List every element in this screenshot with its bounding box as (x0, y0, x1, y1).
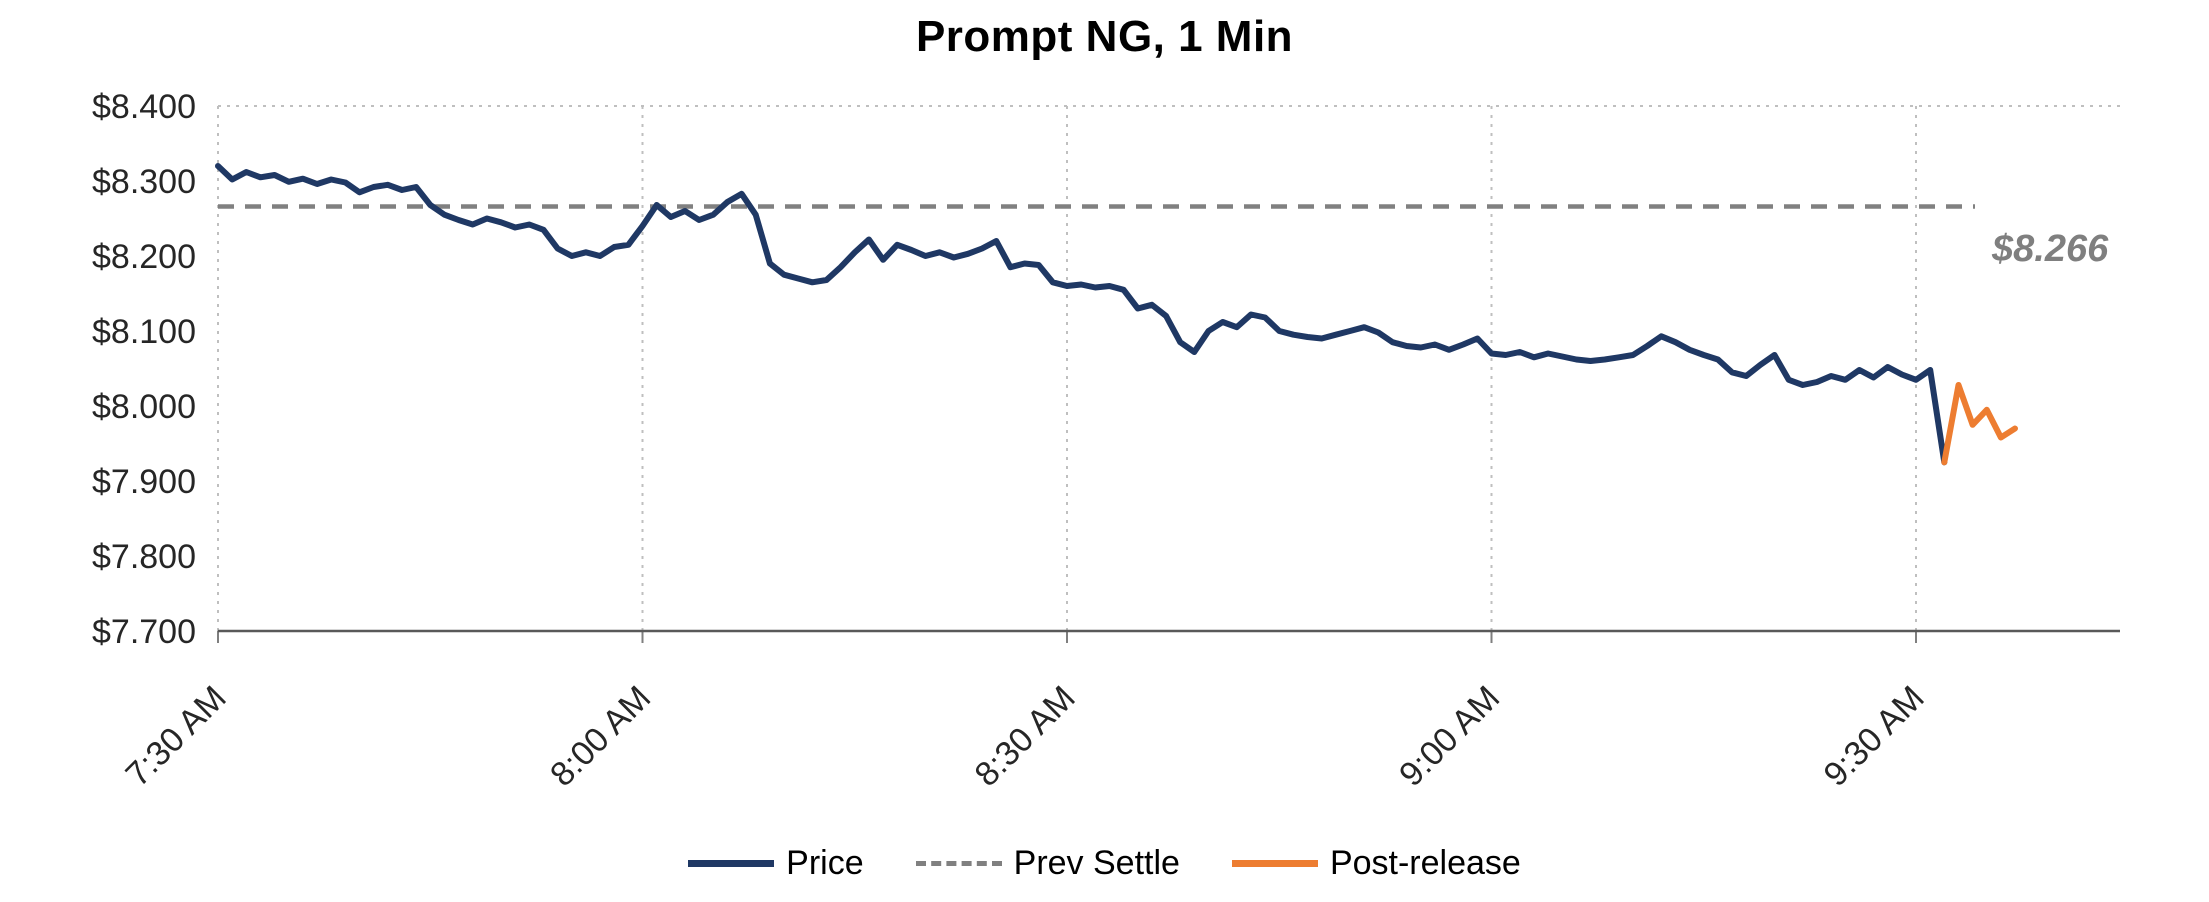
legend-label-price: Price (786, 844, 864, 882)
x-axis-label: 8:00 AM (543, 679, 658, 794)
legend-label-prev-settle: Prev Settle (1013, 844, 1180, 882)
chart-legend: Price Prev Settle Post-release (0, 844, 2209, 883)
chart-title: Prompt NG, 1 Min (915, 12, 1294, 61)
y-axis-label: $8.300 (92, 163, 196, 201)
post-release-line-swatch (1231, 860, 1318, 867)
x-axis-label: 9:30 AM (1817, 679, 1932, 794)
legend-label-post-release: Post-release (1329, 844, 1521, 882)
y-axis-label: $8.200 (92, 238, 196, 276)
y-axis-label: $7.700 (92, 613, 196, 651)
y-axis-label: $8.100 (92, 313, 196, 351)
y-axis-label: $7.900 (92, 463, 196, 501)
legend-item-prev-settle: Prev Settle (915, 844, 1180, 883)
x-axis-label: 7:30 AM (119, 679, 234, 794)
price-line-swatch (688, 860, 775, 867)
legend-item-price: Price (688, 844, 864, 883)
x-axis-label: 8:30 AM (968, 679, 1083, 794)
post-release-line (1941, 382, 2018, 466)
prev-settle-annotation: $8.266 (1992, 228, 2109, 270)
y-axis-label: $8.400 (92, 88, 196, 126)
price-line (215, 163, 1948, 466)
y-axis-label: $7.800 (92, 538, 196, 576)
x-axis-label: 9:00 AM (1392, 679, 1507, 794)
legend-item-post-release: Post-release (1231, 844, 1521, 883)
y-axis-label: $8.000 (92, 388, 196, 426)
prev-settle-line-swatch (915, 861, 1002, 866)
